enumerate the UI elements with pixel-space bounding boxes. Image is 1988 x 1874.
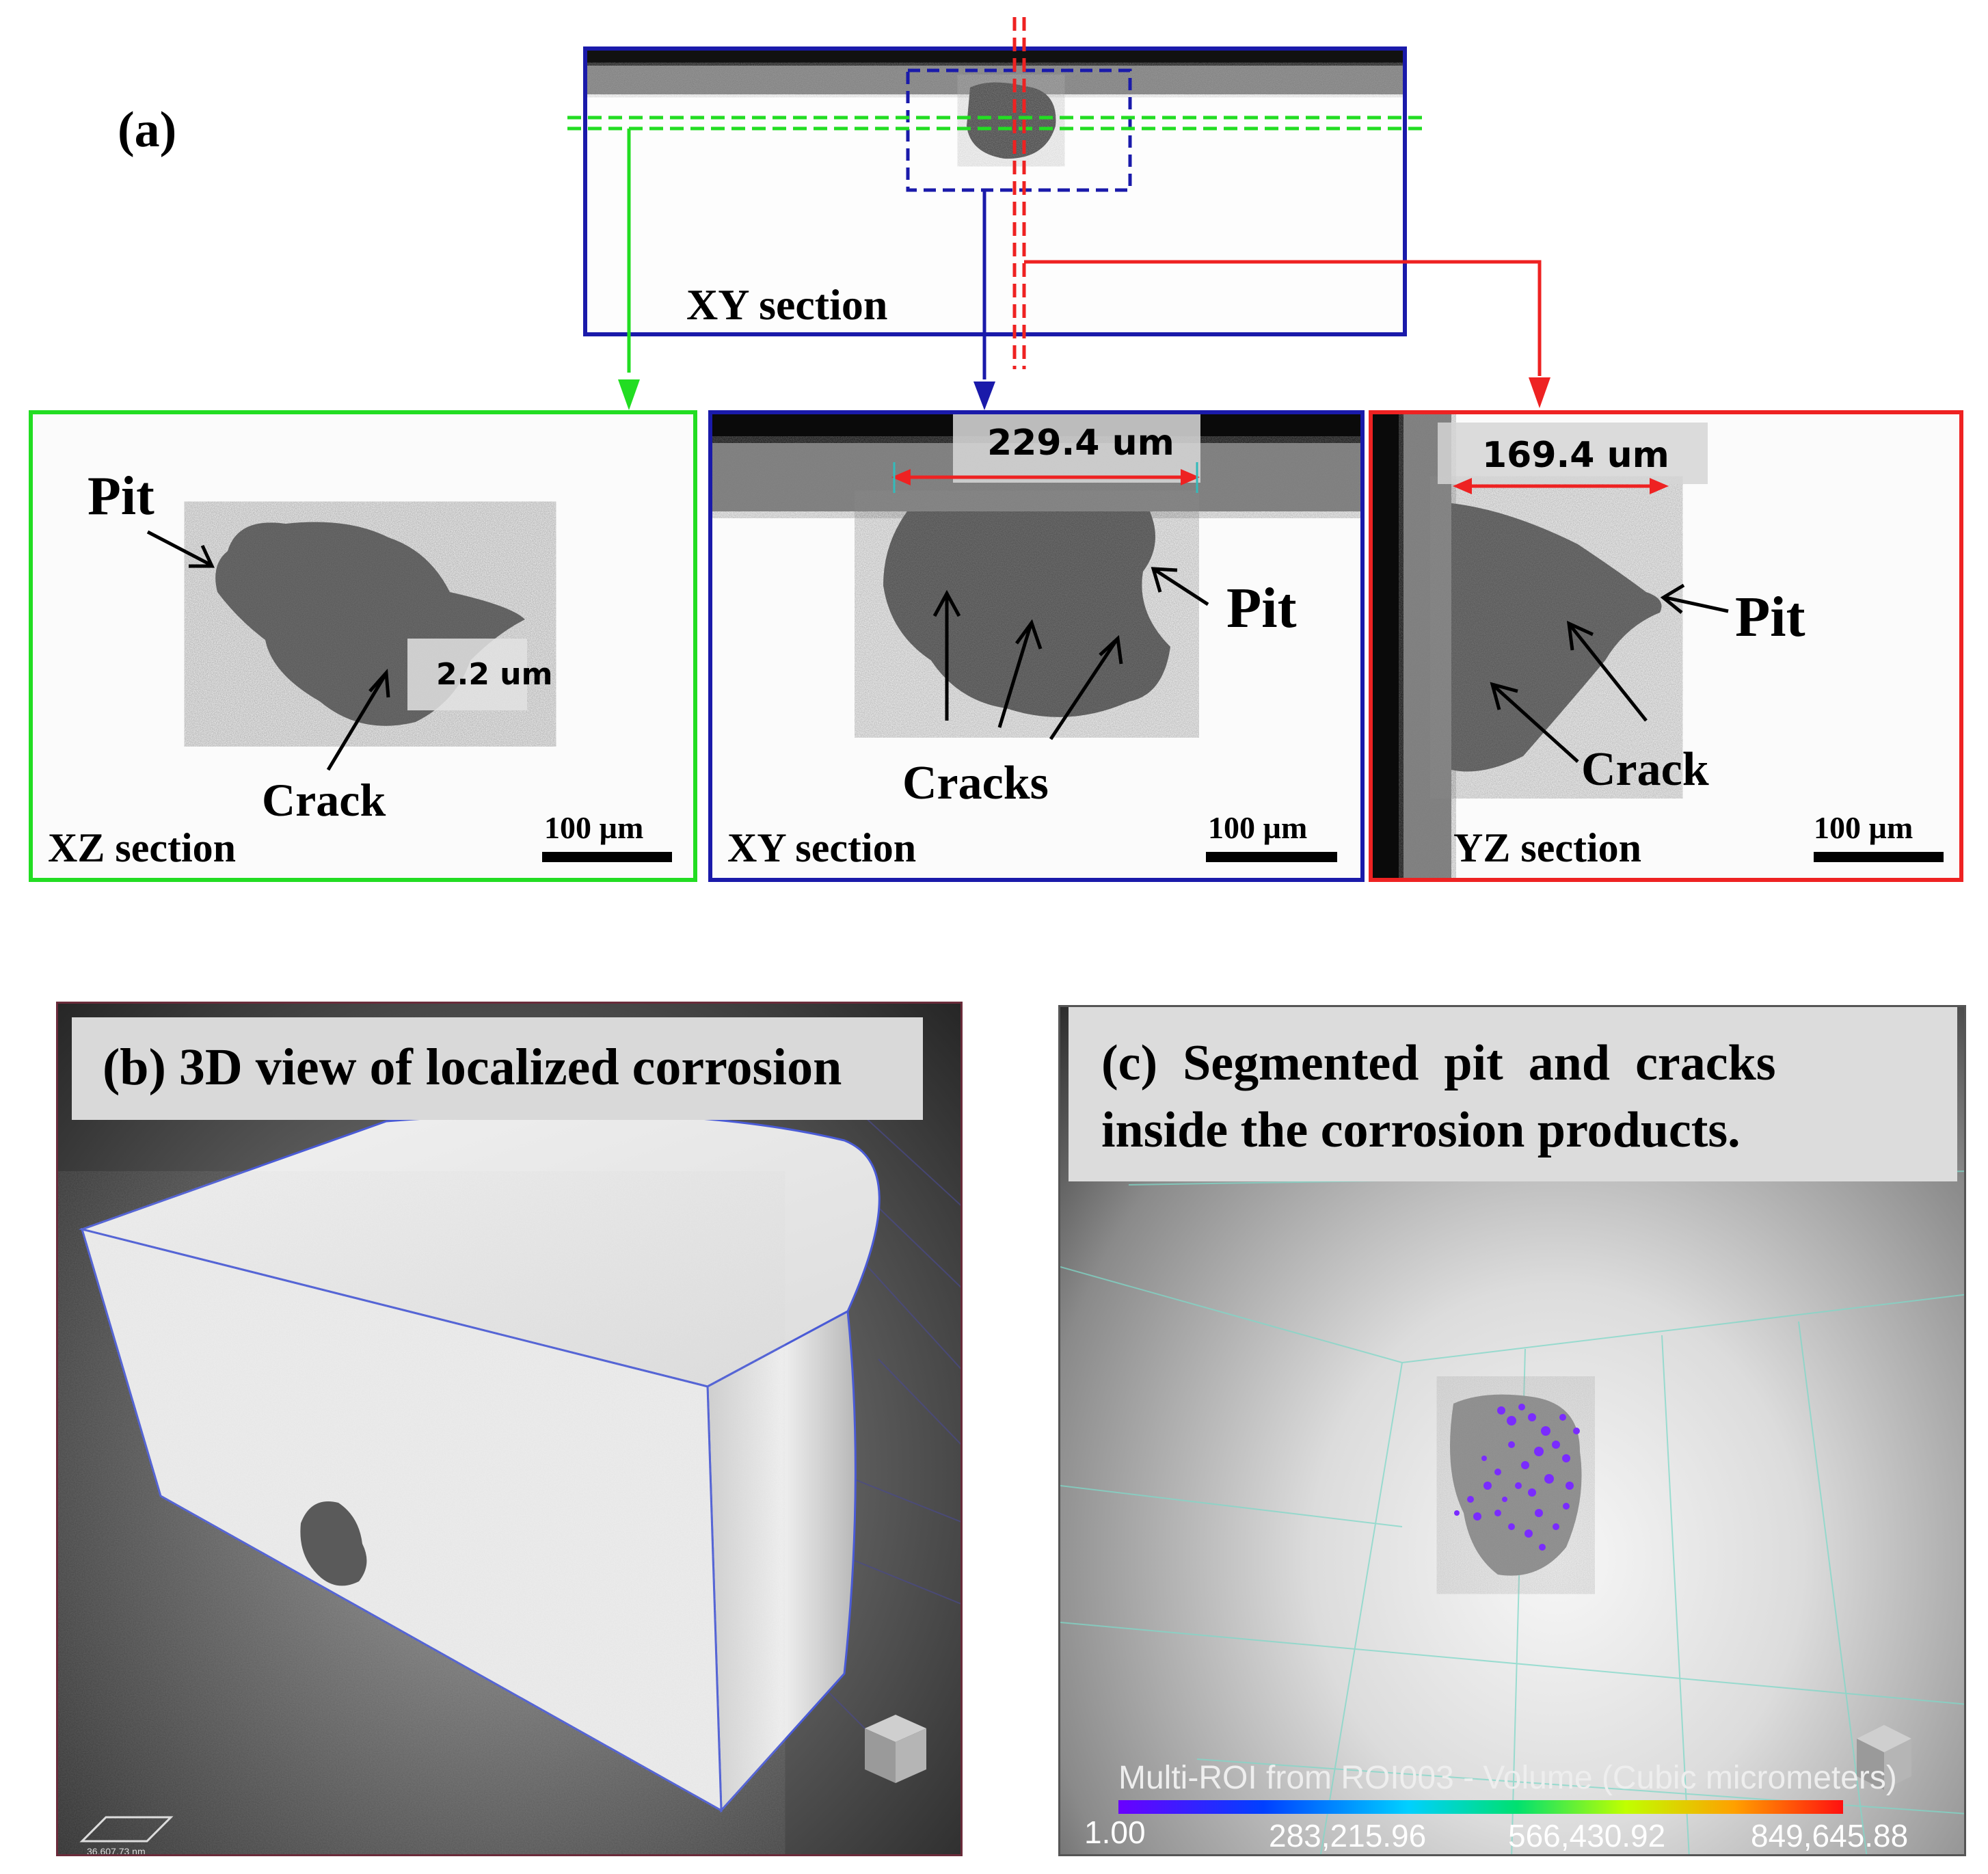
xy-measure-label: 229.4 um <box>987 423 1174 464</box>
top-xy-section-label: XY section <box>686 280 888 329</box>
xy-section-label: XY section <box>727 825 917 870</box>
panel-c-segmented-view: (c) Segmented pit and cracks inside the … <box>1058 1005 1966 1856</box>
green-arrow-head <box>618 379 640 410</box>
xz-image <box>146 522 672 862</box>
xz-crack-label: Crack <box>262 774 386 826</box>
scale-plane-icon <box>79 1816 174 1843</box>
panel-c-caption-line1: (c) Segmented pit and cracks <box>1101 1035 1776 1091</box>
xy-section-panel: 229.4 um Pit Cracks XY section 100 µm <box>708 410 1365 882</box>
orientation-cube-icon <box>865 1715 926 1783</box>
panel-b-3d-view: (b) 3D view of localized corrosion 36,60… <box>56 1002 963 1856</box>
yz-pit-label: Pit <box>1735 585 1805 649</box>
xz-section-panel: Pit 2.2 um Crack XZ section 100 µm <box>29 410 697 882</box>
xz-scale-bar-label: 100 µm <box>544 810 644 845</box>
colorbar-title: Multi-ROI from ROI003 - Volume (Cubic mi… <box>1118 1760 1897 1796</box>
panel-b-scale-readout: 36,607.73 nm <box>87 1846 146 1856</box>
colorbar-tick-2: 566,430.92 <box>1508 1818 1666 1853</box>
panel-c-caption-box <box>1069 1007 1957 1181</box>
red-arrow-head <box>1529 377 1550 408</box>
orientation-cube-icon-c <box>1857 1725 1911 1790</box>
xz-measure-box <box>407 639 527 710</box>
panel-b-caption: (b) 3D view of localized corrosion <box>103 1039 842 1096</box>
segmented-cracks <box>1454 1404 1580 1551</box>
colorbar-tick-0: 1.00 <box>1084 1815 1146 1850</box>
xz-scale-bar <box>542 852 672 862</box>
xy-image <box>712 414 1360 862</box>
corrosion-pit <box>300 1501 367 1586</box>
panel-a-label: (a) <box>118 102 177 158</box>
xz-measure-label: 2.2 um <box>436 657 553 692</box>
yz-scale-bar-label: 100 µm <box>1814 810 1913 845</box>
colorbar <box>1118 1800 1843 1814</box>
xz-section-label: XZ section <box>48 825 236 870</box>
panel-b-caption-box <box>72 1017 923 1120</box>
colorbar-tick-1: 283,215.96 <box>1269 1818 1427 1853</box>
xy-scale-bar <box>1206 852 1337 862</box>
yz-crack-label: Crack <box>1581 743 1709 796</box>
xy-pit-label: Pit <box>1226 576 1297 640</box>
colorbar-tick-3: 849,645.88 <box>1751 1818 1909 1853</box>
yz-section-label: YZ section <box>1453 825 1641 870</box>
xz-pit-label: Pit <box>88 466 155 526</box>
xy-measure-box <box>953 414 1200 483</box>
panel-b-render <box>78 1085 961 1843</box>
xy-scale-bar-label: 100 µm <box>1208 810 1308 845</box>
panel-c-caption-line2: inside the corrosion products. <box>1101 1102 1741 1158</box>
yz-image <box>1373 414 1944 878</box>
yz-scale-bar <box>1814 852 1944 862</box>
yz-measure-label: 169.4 um <box>1482 435 1669 476</box>
top-xy-section: XY section <box>583 46 1407 336</box>
xy-cracks-label: Cracks <box>902 757 1049 809</box>
yz-measure-box <box>1438 423 1708 484</box>
panel-c-render <box>1060 1170 1964 1854</box>
blue-arrow-head <box>973 382 995 410</box>
yz-section-panel: 169.4 um Pit Crack YZ section 100 µm <box>1369 410 1963 882</box>
